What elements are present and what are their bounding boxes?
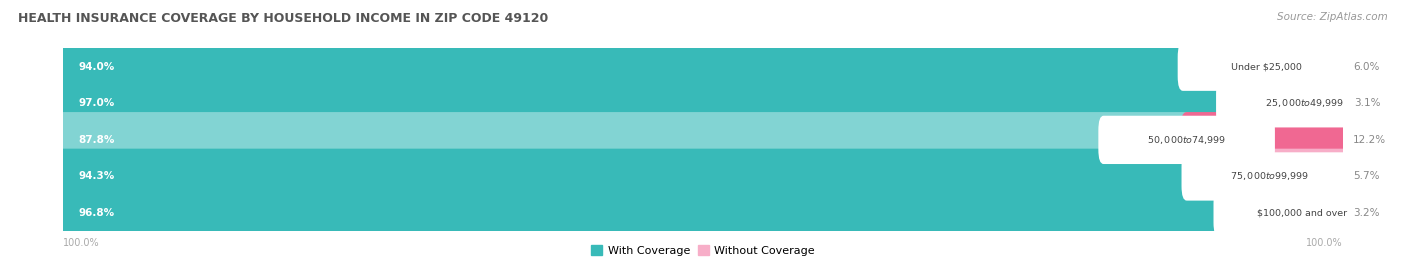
FancyBboxPatch shape bbox=[56, 149, 1277, 204]
Text: 96.8%: 96.8% bbox=[79, 208, 115, 218]
FancyBboxPatch shape bbox=[56, 39, 1272, 94]
Text: $50,000 to $74,999: $50,000 to $74,999 bbox=[1147, 134, 1226, 146]
Text: Source: ZipAtlas.com: Source: ZipAtlas.com bbox=[1277, 12, 1388, 22]
Text: 5.7%: 5.7% bbox=[1353, 171, 1379, 182]
Text: 12.2%: 12.2% bbox=[1353, 135, 1386, 145]
FancyBboxPatch shape bbox=[1260, 39, 1350, 94]
FancyBboxPatch shape bbox=[63, 126, 1343, 154]
FancyBboxPatch shape bbox=[1264, 149, 1350, 204]
Text: 94.3%: 94.3% bbox=[79, 171, 115, 182]
FancyBboxPatch shape bbox=[63, 52, 1343, 81]
Text: 97.0%: 97.0% bbox=[79, 98, 115, 108]
Text: $75,000 to $99,999: $75,000 to $99,999 bbox=[1230, 171, 1309, 182]
Text: HEALTH INSURANCE COVERAGE BY HOUSEHOLD INCOME IN ZIP CODE 49120: HEALTH INSURANCE COVERAGE BY HOUSEHOLD I… bbox=[18, 12, 548, 25]
FancyBboxPatch shape bbox=[1178, 43, 1354, 91]
Text: 6.0%: 6.0% bbox=[1353, 62, 1379, 72]
FancyBboxPatch shape bbox=[1298, 76, 1350, 131]
Text: Under $25,000: Under $25,000 bbox=[1230, 62, 1302, 71]
Text: $100,000 and over: $100,000 and over bbox=[1257, 208, 1347, 218]
FancyBboxPatch shape bbox=[1180, 112, 1350, 168]
Text: $25,000 to $49,999: $25,000 to $49,999 bbox=[1265, 97, 1344, 109]
FancyBboxPatch shape bbox=[1181, 152, 1358, 201]
Text: 100.0%: 100.0% bbox=[63, 238, 100, 248]
FancyBboxPatch shape bbox=[1216, 79, 1392, 128]
FancyBboxPatch shape bbox=[63, 162, 1343, 191]
FancyBboxPatch shape bbox=[56, 185, 1308, 241]
Text: 3.1%: 3.1% bbox=[1354, 98, 1381, 108]
Text: 100.0%: 100.0% bbox=[1306, 238, 1343, 248]
FancyBboxPatch shape bbox=[63, 199, 1343, 227]
FancyBboxPatch shape bbox=[1295, 185, 1350, 241]
FancyBboxPatch shape bbox=[56, 112, 1194, 168]
Legend: With Coverage, Without Coverage: With Coverage, Without Coverage bbox=[586, 240, 820, 260]
Text: 94.0%: 94.0% bbox=[79, 62, 115, 72]
FancyBboxPatch shape bbox=[56, 76, 1310, 131]
Text: 3.2%: 3.2% bbox=[1353, 208, 1379, 218]
Text: 87.8%: 87.8% bbox=[79, 135, 115, 145]
FancyBboxPatch shape bbox=[63, 89, 1343, 118]
FancyBboxPatch shape bbox=[1213, 189, 1391, 237]
FancyBboxPatch shape bbox=[1098, 116, 1275, 164]
